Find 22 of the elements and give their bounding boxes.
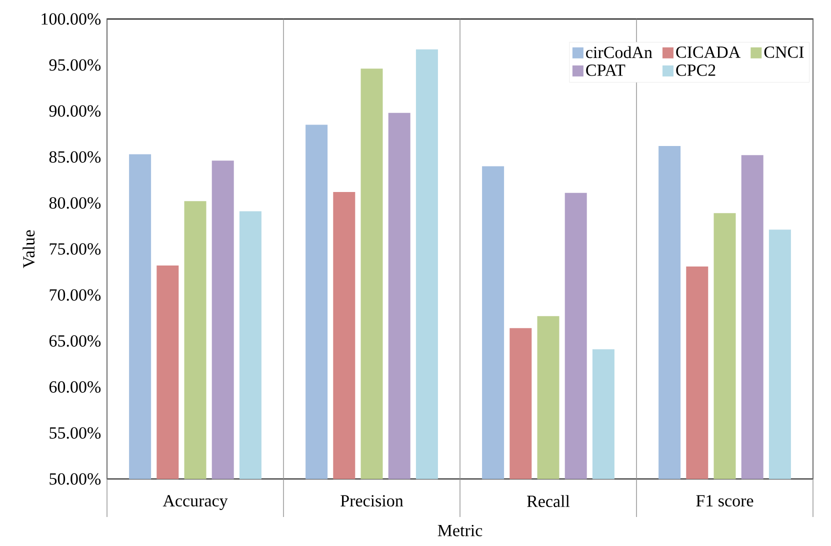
legend-label: CPC2 [676, 64, 716, 76]
y-tick-label: 65.00% [49, 335, 101, 347]
y-tick-label: 100.00% [42, 13, 101, 25]
y-tick-label: 50.00% [50, 473, 101, 485]
y-tick-label: 80.00% [49, 197, 101, 209]
x-tick-label: Precision [340, 495, 404, 507]
y-tick-label: 75.00% [50, 243, 101, 255]
x-tick-label: Accuracy [162, 495, 228, 510]
y-tick-label: 85.00% [49, 151, 101, 163]
legend-label: cirCodAn [586, 46, 652, 58]
x-axis-title: Metric [438, 524, 482, 536]
y-tick-label: 95.00% [49, 59, 101, 71]
x-tick-label: Recall [527, 495, 570, 508]
y-tick-label: 90.00% [49, 105, 101, 117]
legend-label: CICADA [676, 46, 741, 58]
legend-label: CNCI [764, 46, 804, 58]
x-tick-label: F1 score [696, 495, 754, 507]
y-tick-label: 55.00% [50, 427, 101, 439]
y-tick-label: 60.00% [49, 381, 101, 393]
y-axis-title: Value [22, 230, 35, 268]
y-tick-label: 70.00% [50, 289, 101, 301]
legend-label: CPAT [586, 64, 626, 76]
